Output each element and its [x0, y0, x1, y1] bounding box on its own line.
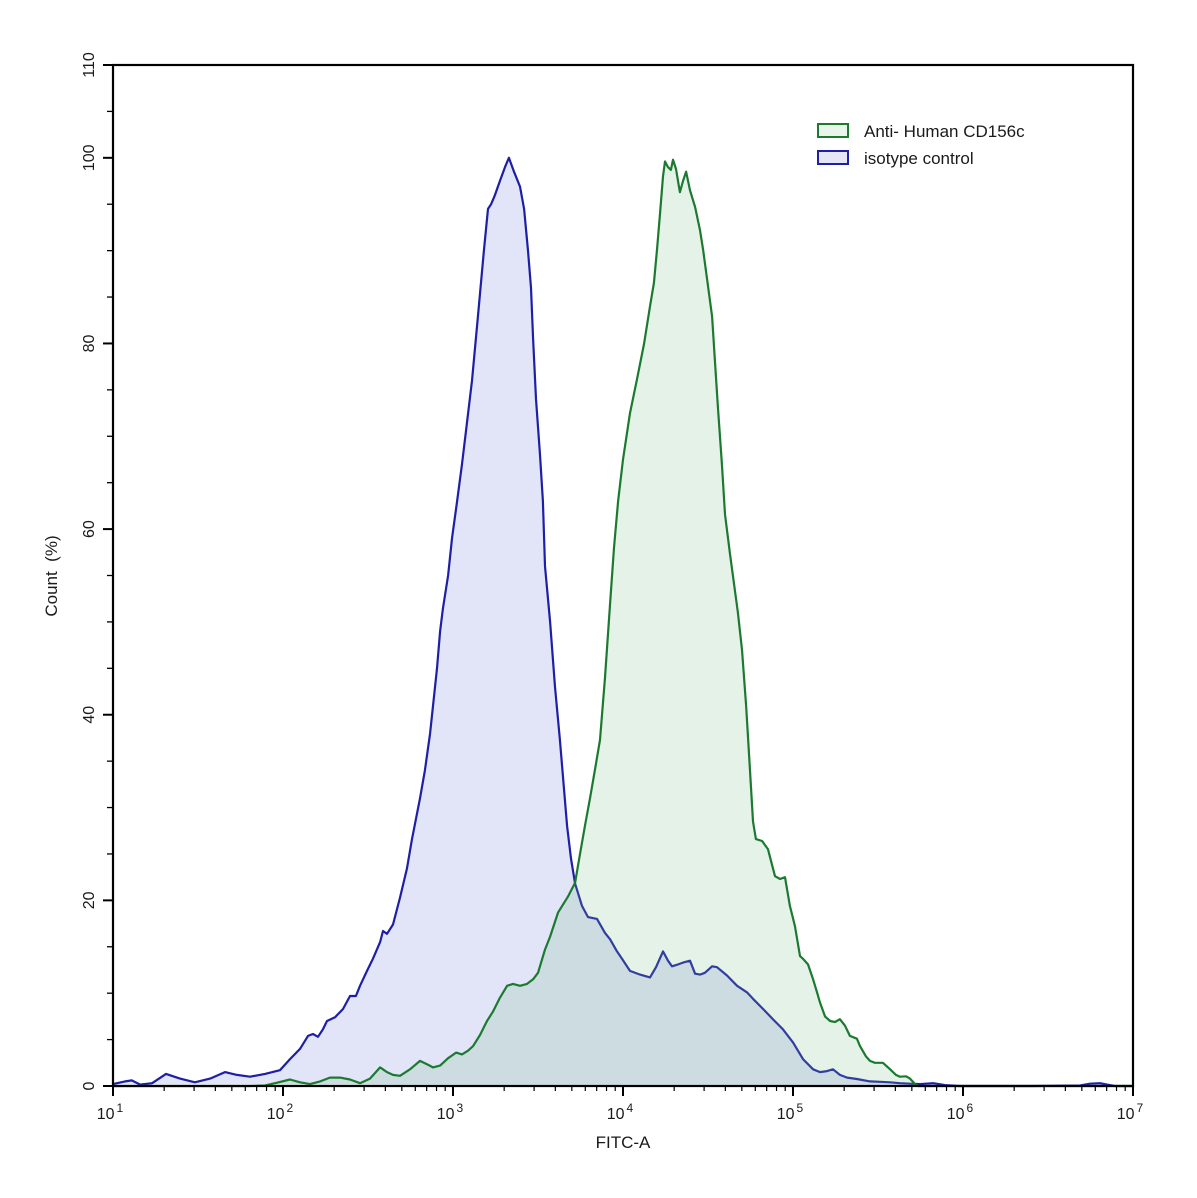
y-tick-label: 0 [81, 1081, 98, 1090]
legend-label-anti-human-cd156c: Anti- Human CD156c [864, 122, 1025, 141]
y-tick-label: 100 [81, 144, 98, 171]
legend-swatch-isotype-control [817, 150, 849, 165]
series-curve-isotype-control [111, 156, 1135, 1088]
y-axis-title: Count (%) [42, 535, 61, 616]
series-areas [111, 156, 1135, 1088]
legend: Anti- Human CD156c isotype control [817, 122, 1025, 168]
x-tick-label: 10 6 [947, 1101, 974, 1123]
x-tick-label: 10 2 [267, 1101, 294, 1123]
x-tick-label: 10 7 [1117, 1101, 1144, 1123]
plot-frame [111, 63, 1135, 1088]
x-tick-label: 10 5 [777, 1101, 804, 1123]
y-tick-label: 80 [81, 335, 98, 353]
series-area-anti-human-cd156c [113, 159, 1133, 1086]
series-curve-anti-human-cd156c [111, 158, 1135, 1088]
y-tick-label: 20 [81, 891, 98, 909]
y-tick-label: 60 [81, 520, 98, 538]
x-tick-label: 10 4 [607, 1101, 634, 1123]
y-tick-label: 40 [81, 706, 98, 724]
y-tick-label: 110 [81, 52, 98, 78]
legend-label-isotype-control: isotype control [864, 149, 974, 168]
x-tick-label: 10 3 [437, 1101, 464, 1123]
legend-swatch-anti-human-cd156c [817, 123, 849, 138]
x-axis-title: FITC-A [596, 1133, 651, 1152]
x-tick-label: 10 1 [97, 1101, 124, 1123]
